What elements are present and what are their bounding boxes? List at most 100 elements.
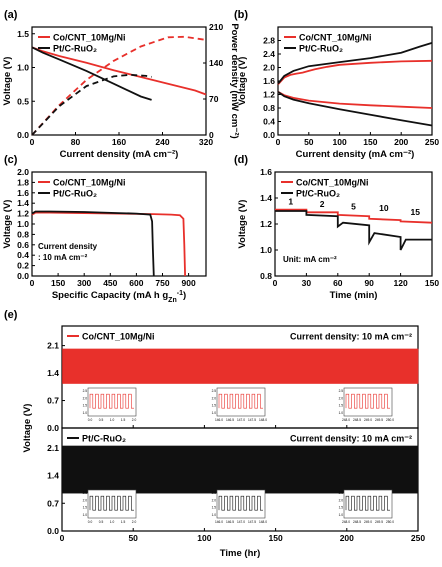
inset-y-tick-label: 1.0: [212, 411, 217, 415]
y-tick-label: 2.4: [263, 49, 275, 59]
y-tick-label: 0.0: [17, 130, 29, 140]
panel-b: 0 50 100 150 200 250 0.0 0.4 0.8 1.2 1.6 2.0 2.4 2.8 V…: [237, 26, 439, 160]
inset-y-tick-label: 2.0: [212, 498, 217, 502]
y-tick-label: 0.4: [263, 117, 275, 127]
x-tick-label: 100: [197, 533, 211, 543]
y-axis-label: Voltage (V): [2, 57, 13, 106]
y-tick-label: 1.2: [17, 209, 29, 219]
inset-x-tick-label: 146.0: [215, 418, 223, 422]
x-tick-label: 200: [340, 533, 354, 543]
y-tick-label: 0.6: [17, 240, 29, 250]
annotation-text: : 10 mA cm⁻²: [38, 253, 88, 262]
series-line: [277, 91, 433, 109]
series-line: [31, 46, 207, 96]
inset-x-tick-label: 249.0: [364, 418, 372, 422]
panel-label: (c): [4, 154, 18, 166]
y-tick-label: 1.4: [260, 193, 272, 203]
inset-y-tick-label: 1.5: [83, 404, 88, 408]
legend-entry: Co/CNT_10Mg/Ni: [299, 33, 372, 43]
x-tick-label: 150: [51, 278, 65, 288]
inset-y-tick-label: 2.5: [83, 491, 88, 495]
step-label: 1: [288, 197, 293, 207]
x-tick-label: 0: [30, 137, 35, 147]
x-tick-label: 80: [71, 137, 81, 147]
x-tick-label: 240: [155, 137, 169, 147]
inset-x-tick-label: 1.0: [110, 520, 115, 524]
y-tick-label: 1.4: [47, 368, 59, 378]
x-tick-label: 60: [333, 278, 343, 288]
inset-y-tick-label: 1.5: [83, 506, 88, 510]
series-line: [31, 35, 207, 136]
x-tick-label: 120: [394, 278, 408, 288]
inset-y-tick-label: 1.0: [339, 411, 344, 415]
y-tick-label: 1.4: [17, 198, 29, 208]
y-tick-label: 0.0: [17, 271, 29, 281]
inset-wave: [218, 495, 263, 511]
y-axis-label: Voltage (V): [237, 200, 248, 249]
inset-y-tick-label: 2.0: [83, 498, 88, 502]
inset-x-tick-label: 147.0: [237, 520, 245, 524]
inset-x-tick-label: 250.0: [386, 520, 394, 524]
x-axis-label: Time (hr): [220, 548, 260, 559]
panel-e: Voltage (V) Time (hr): [22, 404, 260, 559]
step-label: 5: [351, 202, 356, 212]
inset-x-tick-label: 146.5: [226, 418, 234, 422]
inset-x-tick-label: 148.0: [259, 520, 267, 524]
x-tick-label: 600: [129, 278, 143, 288]
inset-plot: 0.0 0.5 1.0 1.5 2.0 2.5 2.0 1.5 1.0: [83, 489, 136, 524]
legend-entry: Pt/C-RuO₂: [82, 434, 126, 444]
inset-x-tick-label: 1.5: [121, 418, 126, 422]
legend-entry: Co/CNT_10Mg/Ni: [296, 178, 369, 188]
x-tick-label: 50: [128, 533, 138, 543]
inset-plot: 248.0 248.5 249.0 249.5 250.0 2.5 2.0 1.5 1.0: [339, 387, 394, 422]
x-axis-label: Time (min): [330, 290, 378, 301]
series-line: [31, 210, 155, 277]
series-line: [277, 91, 433, 127]
y-tick-label: 0.0: [47, 423, 59, 433]
legend-entry: Pt/C-RuO₂: [53, 44, 97, 54]
y-tick-label: 0.7: [47, 498, 59, 508]
panel-label: (a): [4, 9, 18, 21]
y-tick-label: 2.0: [17, 167, 29, 177]
inset-plot: 248.0 248.5 249.0 249.5 250.0 2.5 2.0 1.5 1.0: [339, 489, 394, 524]
unit-label: Unit: mA cm⁻²: [283, 255, 337, 264]
y-tick-label: 0.8: [260, 271, 272, 281]
x-axis-label: Current density (mA cm⁻²): [60, 149, 179, 160]
x-axis-label: Current density (mA cm⁻²): [296, 149, 415, 160]
step-label: 10: [379, 203, 389, 213]
y2-tick-label: 0: [209, 130, 214, 140]
step-label: 2: [320, 199, 325, 209]
y-tick-label: 0.5: [17, 96, 29, 106]
y2-tick-label: 70: [209, 94, 219, 104]
y-tick-label: 1.4: [47, 471, 59, 481]
y-tick-label: 1.6: [17, 188, 29, 198]
y-tick-label: 1.0: [260, 245, 272, 255]
step-label: 15: [411, 207, 421, 217]
panel-e1: 0 50 100 150 200 250 0.0 0.7 1.4 2.1 Pt/C-RuO₂ Curr…: [47, 427, 425, 543]
inset-y-tick-label: 1.5: [339, 404, 344, 408]
legend-entry: Pt/C-RuO₂: [299, 44, 343, 54]
legend-entry: Pt/C-RuO₂: [53, 189, 97, 199]
legend-entry: Co/CNT_10Mg/Ni: [53, 33, 126, 43]
inset-plot: 146.0 146.5 147.0 147.5 148.0 2.5 2.0 1.5 1.0: [212, 489, 267, 524]
inset-x-tick-label: 249.5: [375, 520, 383, 524]
x-tick-label: 150: [363, 137, 377, 147]
inset-y-tick-label: 2.0: [83, 396, 88, 400]
inset-x-tick-label: 147.5: [248, 520, 256, 524]
inset-x-tick-label: 148.0: [259, 418, 267, 422]
panel-label: (d): [234, 154, 248, 166]
inset-y-tick-label: 1.0: [83, 513, 88, 517]
inset-y-tick-label: 2.0: [339, 498, 344, 502]
inset-wave: [218, 393, 263, 409]
y2-tick-label: 210: [209, 22, 223, 32]
y2-axis-label: Power density (mW cm⁻²): [229, 23, 240, 138]
inset-x-tick-label: 0.0: [88, 520, 93, 524]
x-tick-label: 150: [269, 533, 283, 543]
legend-entry: Pt/C-RuO₂: [296, 189, 340, 199]
x-tick-label: 200: [394, 137, 408, 147]
x-tick-label: 300: [77, 278, 91, 288]
inset-x-tick-label: 146.0: [215, 520, 223, 524]
x-tick-label: 160: [112, 137, 126, 147]
x-tick-label: 450: [103, 278, 117, 288]
